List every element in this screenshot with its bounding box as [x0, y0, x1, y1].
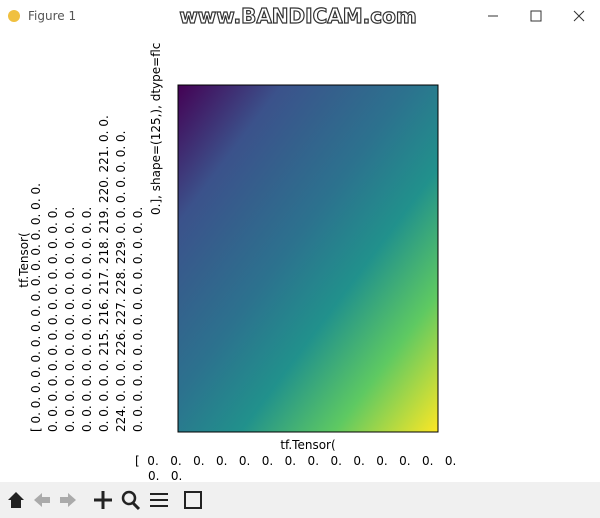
home-button[interactable]	[8, 492, 24, 508]
y-tick-label: 0.], shape=(125,), dtype=flc	[149, 43, 163, 215]
y-tick-label: [ 0. 0. 0. 0. 0. 0. 0. 0. 0. 0. 0. 0. 0.…	[29, 183, 43, 432]
x-tick-label: [ 0. 0. 0. 0. 0. 0. 0. 0. 0. 0. 0. 0. 0.…	[135, 454, 456, 468]
zoom-handle	[131, 501, 141, 511]
x-tick-label: 0. 0.	[148, 469, 182, 483]
y-tick-labels: [ 0. 0. 0. 0. 0. 0. 0. 0. 0. 0. 0. 0. 0.…	[29, 43, 163, 432]
y-tick-label: 0. 0. 0. 0. 0. 0. 0. 0. 0. 0. 0. 0. 0. 0…	[131, 207, 145, 432]
zoom-button[interactable]	[121, 490, 137, 506]
save-button[interactable]	[184, 491, 202, 509]
heatmap-image	[177, 84, 439, 433]
y-tick-label: 224. 0. 0. 0. 226. 227. 228. 229. 0. 0. …	[114, 131, 128, 433]
pan-button[interactable]	[94, 491, 112, 509]
y-tick-label: 0. 0. 0. 0. 0. 0. 0. 0. 0. 0. 0. 0. 0. 0…	[46, 207, 60, 432]
app-icon	[8, 10, 20, 22]
maximize-button[interactable]	[530, 10, 542, 22]
window-title: Figure 1	[28, 9, 76, 23]
y-tick-label: 0. 0. 0. 0. 0. 215. 216. 217. 218. 219. …	[97, 115, 111, 432]
forward-button[interactable]	[60, 493, 76, 507]
close-button[interactable]	[573, 10, 585, 22]
toolbar	[0, 482, 600, 518]
watermark: www.BANDICAM.com	[179, 4, 416, 28]
y-tick-label: 0. 0. 0. 0. 0. 0. 0. 0. 0. 0. 0. 0. 0. 0…	[63, 207, 77, 432]
y-axis-label: tf.Tensor(	[17, 232, 31, 287]
configure-button[interactable]	[150, 493, 168, 507]
x-axis-label: tf.Tensor(	[280, 438, 335, 452]
title-bar	[0, 0, 600, 32]
y-tick-label: 0. 0. 0. 0. 0. 0. 0. 0. 0. 0. 0. 0. 0. 0…	[80, 207, 94, 432]
back-button[interactable]	[34, 493, 50, 507]
